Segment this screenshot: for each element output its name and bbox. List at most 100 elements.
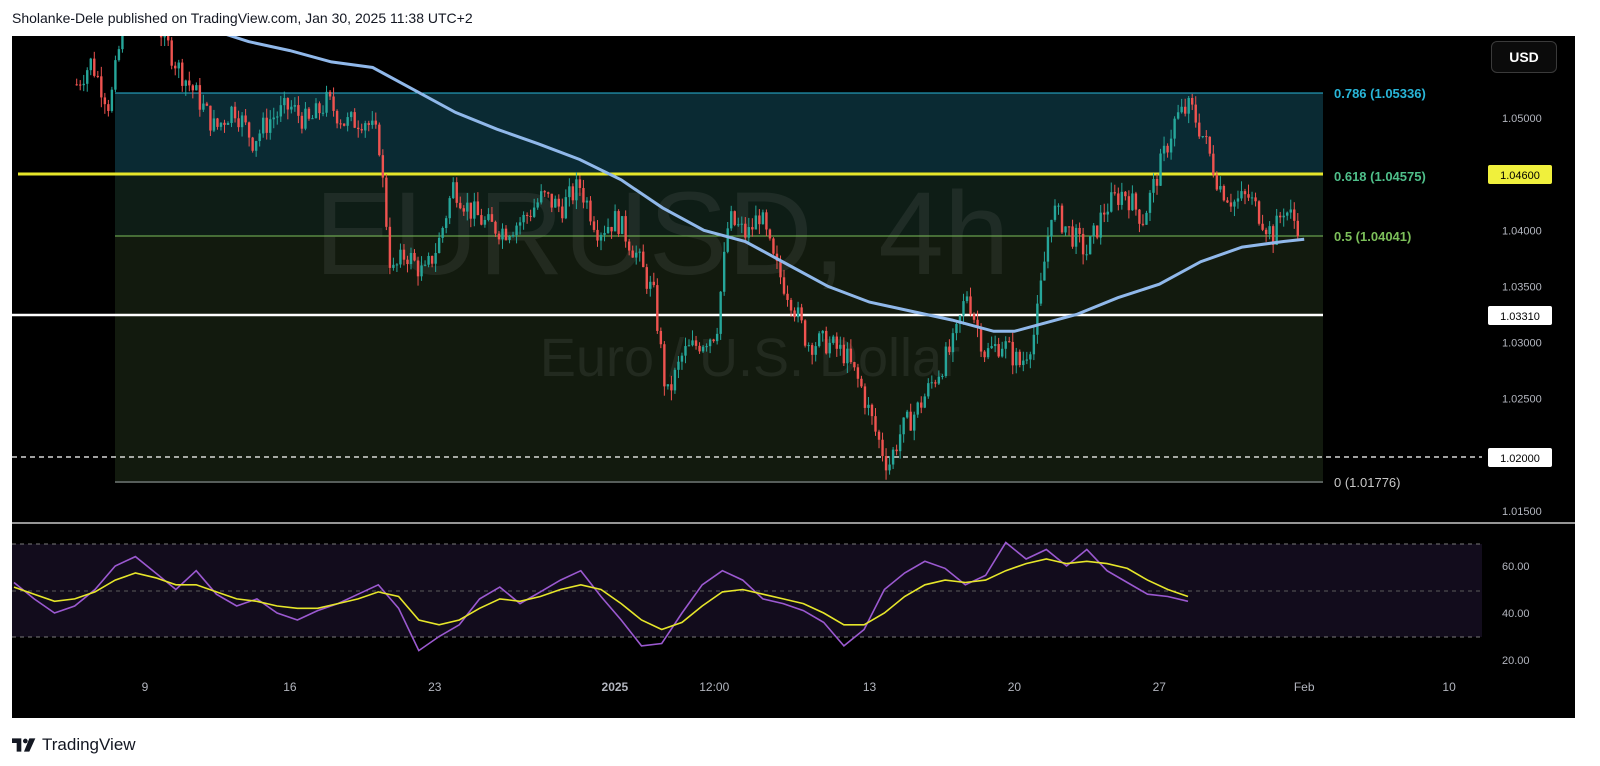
candle-body xyxy=(659,330,663,345)
candle-body xyxy=(1117,193,1120,205)
candle-body xyxy=(525,214,529,216)
candle-body xyxy=(765,212,768,230)
candle-body xyxy=(825,330,828,354)
candle-body xyxy=(842,344,846,364)
candle-body xyxy=(1127,196,1131,211)
candle-body xyxy=(1229,202,1233,207)
candle-body xyxy=(1071,226,1074,247)
candle-body xyxy=(761,212,765,225)
candle-body xyxy=(571,186,575,201)
candle-body xyxy=(1198,122,1201,137)
fib-zone-0786-0618 xyxy=(115,93,1323,175)
candle-body xyxy=(427,255,430,265)
candle-body xyxy=(684,346,687,356)
candle-body xyxy=(951,333,955,353)
candle-body xyxy=(751,227,754,230)
candle-body xyxy=(216,118,219,127)
candle-body xyxy=(163,36,166,38)
price-tick-label: 1.01500 xyxy=(1502,506,1542,518)
candle-body xyxy=(663,344,666,387)
candle-body xyxy=(909,411,912,431)
candle-body xyxy=(786,293,789,300)
candle-body xyxy=(874,416,877,432)
currency-button[interactable]: USD xyxy=(1491,41,1557,73)
candle-body xyxy=(195,85,198,91)
candle-body xyxy=(1240,191,1243,199)
candle-body xyxy=(1289,209,1292,213)
candle-body xyxy=(1131,193,1134,211)
chart-frame[interactable]: EURUSD, 4h Euro / U.S. Dollar 0.786 (1.0… xyxy=(12,36,1575,718)
candle-body xyxy=(276,116,279,118)
candle-body xyxy=(701,346,705,352)
candle-body xyxy=(902,417,905,435)
candle-body xyxy=(293,105,297,107)
candle-body xyxy=(328,91,332,97)
candle-body xyxy=(1254,197,1257,202)
candle-body xyxy=(810,345,814,355)
candle-body xyxy=(473,201,476,219)
candle-body xyxy=(849,348,853,363)
candle-body xyxy=(715,333,719,342)
candle-body xyxy=(86,70,89,84)
symbol-watermark: EURUSD, 4h xyxy=(314,168,1009,300)
candle-body xyxy=(670,384,673,391)
candle-body xyxy=(891,449,895,465)
candle-body xyxy=(515,225,518,236)
candle-body xyxy=(205,103,209,106)
candle-body xyxy=(244,115,247,123)
candle-body xyxy=(1187,97,1190,114)
candle-body xyxy=(617,211,620,234)
candle-body xyxy=(511,235,515,237)
candle-body xyxy=(610,226,613,232)
candle-body xyxy=(881,439,884,457)
rsi-line xyxy=(13,541,1189,652)
candle-body xyxy=(1278,215,1282,218)
time-tick-label: Feb xyxy=(1294,680,1315,694)
chart-canvas[interactable]: EURUSD, 4h Euro / U.S. Dollar 0.786 (1.0… xyxy=(12,36,1575,718)
candle-body xyxy=(1236,198,1240,202)
candle-body xyxy=(254,141,258,151)
price-tick-label: 1.04000 xyxy=(1502,225,1542,237)
candle-body xyxy=(983,351,986,358)
candle-body xyxy=(1286,212,1289,216)
candle-body xyxy=(955,323,958,334)
candle-body xyxy=(240,115,244,128)
candle-body xyxy=(1053,205,1057,220)
candle-body xyxy=(522,214,525,223)
candle-body xyxy=(174,65,177,69)
candle-body xyxy=(1110,192,1113,212)
footer-brand[interactable]: TradingView xyxy=(12,734,136,756)
candle-body xyxy=(863,386,867,408)
candle-body xyxy=(166,36,170,41)
candle-body xyxy=(508,236,511,240)
candle-body xyxy=(1004,341,1007,349)
candle-body xyxy=(469,202,473,219)
candle-body xyxy=(930,382,934,384)
candle-body xyxy=(550,193,553,208)
candle-body xyxy=(184,80,187,86)
candle-body xyxy=(1022,360,1025,366)
candle-body xyxy=(677,361,680,370)
candle-body xyxy=(82,83,85,86)
candle-body xyxy=(726,228,729,252)
candle-body xyxy=(107,104,110,111)
candle-body xyxy=(272,117,275,120)
candle-body xyxy=(803,320,807,346)
candle-body xyxy=(75,84,78,86)
candle-body xyxy=(934,382,937,384)
candle-body xyxy=(589,200,592,222)
candle-body xyxy=(392,264,395,268)
candles-layer xyxy=(75,36,1299,480)
candle-body xyxy=(1233,201,1236,207)
candle-body xyxy=(1268,226,1271,235)
candle-body xyxy=(631,250,634,258)
candle-body xyxy=(867,404,870,408)
candle-body xyxy=(388,226,392,268)
candle-body xyxy=(839,344,842,349)
candle-body xyxy=(416,260,420,277)
candle-body xyxy=(807,345,810,347)
candle-body xyxy=(1057,205,1060,207)
candle-body xyxy=(117,49,121,61)
candle-body xyxy=(1226,200,1229,203)
candle-body xyxy=(483,219,487,225)
